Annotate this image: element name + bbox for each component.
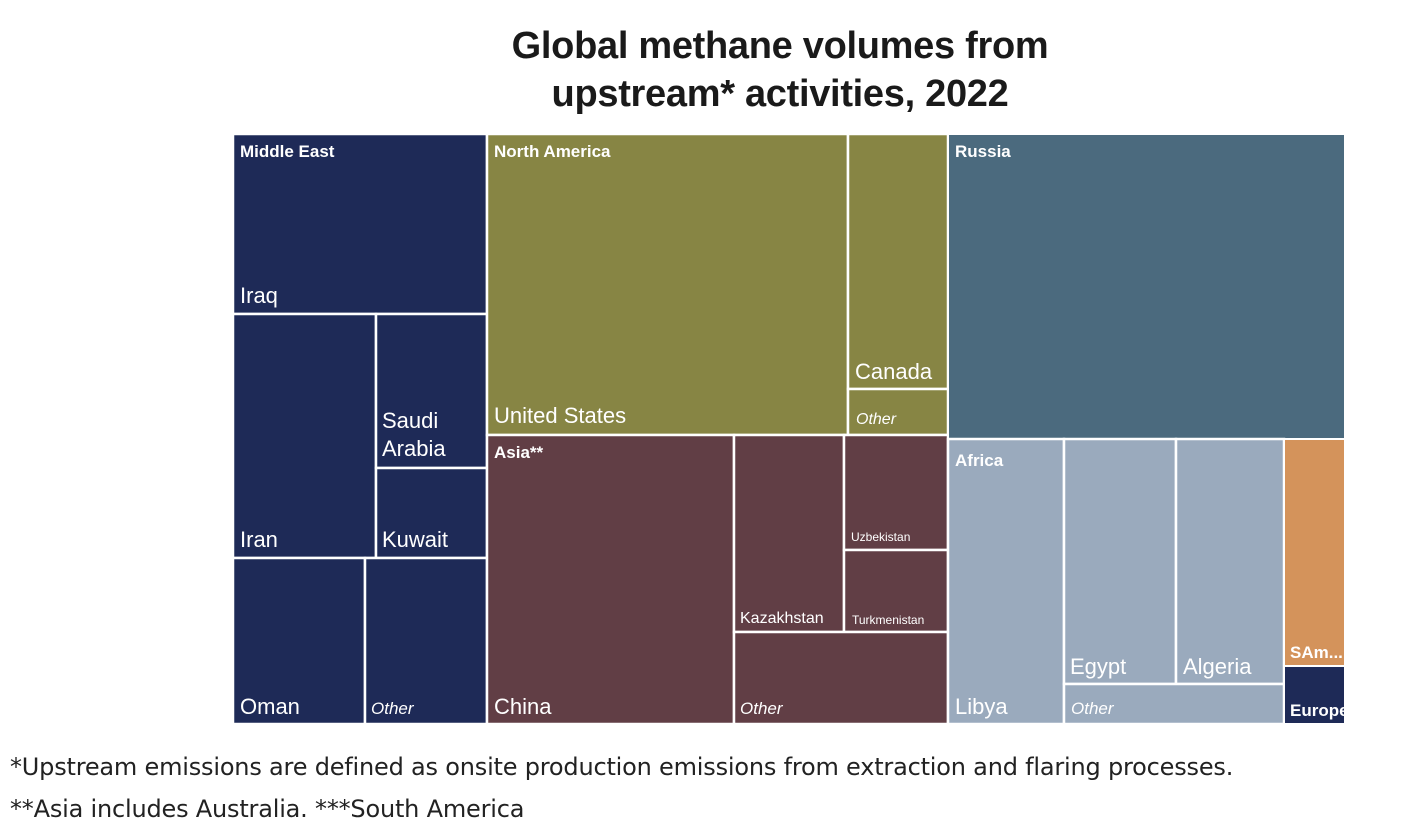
region-label-north-america: North America (494, 142, 611, 161)
cell-label-middle-east-other: Other (371, 699, 415, 718)
cell-label-africa-egypt: Egypt (1070, 654, 1126, 679)
treemap-cell-asia-china (485, 433, 736, 726)
cell-label-middle-east-iran: Iran (240, 527, 278, 552)
treemap-cell-middle-east-other (363, 556, 489, 726)
region-label-europe: Europe (1290, 701, 1349, 720)
treemap-cell-asia-kazakhstan (732, 433, 846, 634)
treemap-region-russia (947, 133, 1346, 440)
treemap-cell-africa-libya (946, 437, 1066, 726)
cell-label-middle-east-kuwait: Kuwait (382, 527, 448, 552)
cell-label-africa-libya: Libya (955, 694, 1008, 719)
region-label-asia: Asia** (494, 443, 544, 462)
region-label-middle-east: Middle East (240, 142, 335, 161)
treemap-cell-africa-algeria (1174, 437, 1286, 686)
cell-label-asia-kazakhstan: Kazakhstan (740, 610, 824, 627)
cell-label-middle-east-saudi-arabia-line-1: Saudi (382, 408, 438, 433)
cell-label-asia-china: China (494, 694, 552, 719)
treemap-cell-asia-uzbekistan (842, 433, 950, 552)
cell-label-north-america-canada: Canada (855, 359, 933, 384)
footnote-asia: **Asia includes Australia. ***South Amer… (10, 795, 525, 823)
cell-label-middle-east-iraq: Iraq (240, 283, 278, 308)
treemap-region-sam (1283, 438, 1346, 667)
treemap-cell-north-america-united-states (485, 132, 850, 437)
region-label-russia: Russia (955, 142, 1011, 161)
treemap-cell-middle-east-oman (231, 556, 367, 726)
cell-label-africa-algeria: Algeria (1183, 654, 1252, 679)
cell-label-north-america-united-states: United States (494, 403, 626, 428)
treemap-cell-africa-egypt (1062, 437, 1178, 686)
treemap-cell-asia-other (732, 630, 950, 726)
chart-title: Global methane volumes from upstream* ac… (380, 22, 1180, 118)
region-label-sam: SAm... (1290, 643, 1343, 662)
cell-label-africa-other: Other (1071, 699, 1115, 718)
chart-title-line-1: Global methane volumes from (511, 25, 1049, 67)
cell-label-middle-east-oman: Oman (240, 694, 300, 719)
treemap-region-europe (1283, 665, 1346, 725)
cell-label-asia-uzbekistan: Uzbekistan (851, 530, 910, 544)
treemap-cell-north-america-other (846, 387, 950, 437)
cell-label-asia-other: Other (740, 699, 784, 718)
region-label-africa: Africa (955, 451, 1004, 470)
cell-label-middle-east-saudi-arabia-line-2: Arabia (382, 436, 446, 461)
cell-label-asia-turkmenistan: Turkmenistan (852, 613, 924, 627)
cell-label-north-america-other: Other (856, 411, 897, 428)
footnote-upstream: *Upstream emissions are defined as onsit… (10, 753, 1234, 781)
treemap-cell-middle-east-iran (231, 312, 378, 560)
chart-title-line-2: upstream* activities, 2022 (551, 73, 1009, 115)
treemap-cell-north-america-canada (846, 132, 950, 391)
treemap-cell-africa-other (1062, 682, 1286, 726)
